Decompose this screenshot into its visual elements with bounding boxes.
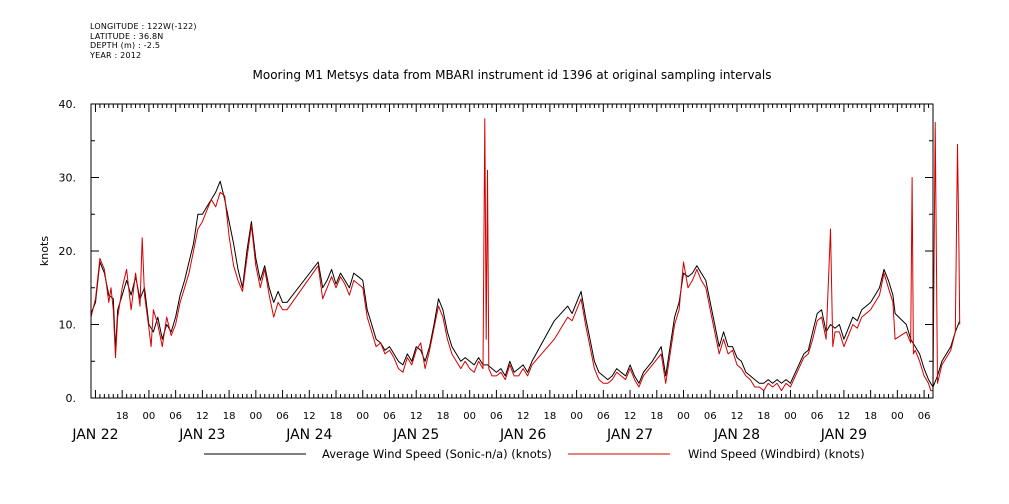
x-hour-label: 06 (169, 411, 182, 422)
windbird-wind-speed-line (90, 118, 961, 392)
x-hour-label: 00 (249, 411, 262, 422)
x-date-label: JAN 28 (713, 427, 760, 443)
metadata-block: LONGITUDE : 122W(-122) LATITUDE : 36.8N … (90, 22, 197, 60)
x-hour-label: 00 (784, 411, 797, 422)
x-hour-label: 18 (864, 411, 877, 422)
y-tick-label: 20. (59, 245, 77, 258)
x-hour-label: 06 (490, 411, 503, 422)
x-hour-label: 06 (597, 411, 610, 422)
x-date-label: JAN 29 (820, 427, 867, 443)
x-hour-label: 18 (330, 411, 343, 422)
x-date-label: JAN 23 (178, 427, 225, 443)
x-date-label: JAN 22 (71, 427, 118, 443)
longitude-text: LONGITUDE : 122W(-122) (90, 22, 197, 31)
x-date-label: JAN 27 (606, 427, 653, 443)
x-hour-label: 12 (196, 411, 209, 422)
depth-text: DEPTH (m) : -2.5 (90, 41, 161, 50)
x-hour-label: 12 (410, 411, 423, 422)
x-hour-label: 18 (437, 411, 450, 422)
legend-label-windbird: Wind Speed (Windbird) (knots) (688, 447, 865, 461)
x-hour-label: 18 (116, 411, 129, 422)
y-tick-label: 0. (66, 392, 77, 405)
x-date-label: JAN 26 (499, 427, 546, 443)
y-tick-label: 30. (59, 172, 77, 185)
x-hour-label: 06 (276, 411, 289, 422)
plot-frame (90, 103, 934, 399)
x-hour-label: 18 (757, 411, 770, 422)
x-date-label: JAN 24 (285, 427, 332, 443)
latitude-text: LATITUDE : 36.8N (90, 31, 164, 41)
x-hour-label: 12 (731, 411, 744, 422)
average-wind-speed-line (90, 180, 961, 388)
y-tick-label: 40. (59, 98, 77, 111)
x-hour-label: 00 (143, 411, 156, 422)
x-hour-label: 12 (624, 411, 637, 422)
x-hour-label: 18 (650, 411, 663, 422)
x-hour-label: 18 (223, 411, 236, 422)
x-hour-label: 00 (677, 411, 690, 422)
x-hour-label: 00 (463, 411, 476, 422)
x-hour-label: 18 (544, 411, 557, 422)
x-date-label: JAN 25 (392, 427, 439, 443)
x-hour-label: 00 (570, 411, 583, 422)
x-hour-label: 00 (891, 411, 904, 422)
y-tick-label: 10. (59, 319, 77, 332)
chart-title: Mooring M1 Metsys data from MBARI instru… (252, 68, 772, 82)
x-hour-label: 06 (918, 411, 931, 422)
x-hour-label: 06 (811, 411, 824, 422)
year-text: YEAR : 2012 (90, 50, 142, 60)
x-hour-label: 12 (517, 411, 530, 422)
y-axis-label: knots (38, 236, 51, 266)
x-hour-label: 06 (383, 411, 396, 422)
x-hour-label: 12 (303, 411, 316, 422)
x-hour-label: 12 (838, 411, 851, 422)
x-hour-label: 00 (356, 411, 369, 422)
x-hour-label: 06 (704, 411, 717, 422)
legend-label-average: Average Wind Speed (Sonic-n/a) (knots) (322, 447, 552, 461)
